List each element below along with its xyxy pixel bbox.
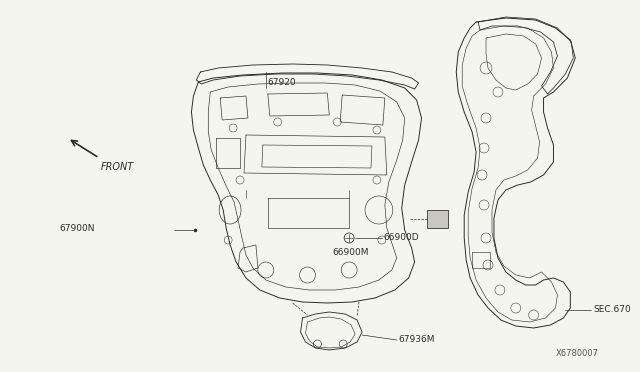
- Bar: [426, 210, 449, 228]
- Text: 67900N: 67900N: [60, 224, 95, 232]
- Text: 66900D: 66900D: [384, 232, 419, 241]
- Text: 67920: 67920: [268, 78, 296, 87]
- Text: 67936M: 67936M: [399, 334, 435, 343]
- Text: SEC.670: SEC.670: [593, 305, 631, 314]
- Text: FRONT: FRONT: [101, 162, 134, 172]
- Text: 66900M: 66900M: [332, 247, 369, 257]
- Text: X6780007: X6780007: [556, 349, 598, 358]
